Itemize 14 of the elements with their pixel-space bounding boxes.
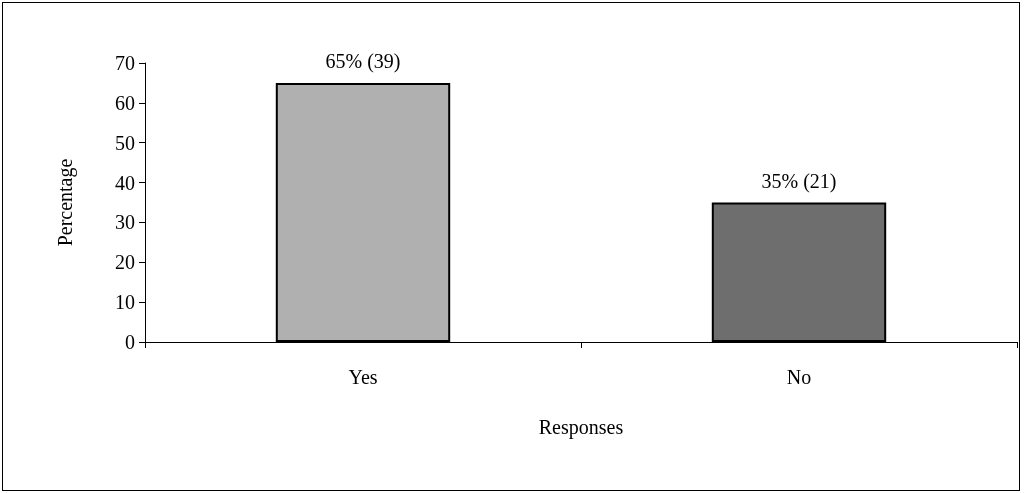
y-tick-label: 60 xyxy=(115,91,135,114)
x-axis-title: Responses xyxy=(538,416,624,439)
y-axis-title: Percentage xyxy=(54,158,77,247)
y-tick-label: 0 xyxy=(125,331,135,353)
y-tick-label: 10 xyxy=(115,291,135,314)
y-tick-label: 70 xyxy=(115,52,135,74)
x-tick-label: Yes xyxy=(348,366,378,388)
y-tick-label: 50 xyxy=(115,131,135,154)
y-tick-label: 30 xyxy=(115,211,135,234)
y-tick-label: 20 xyxy=(115,251,135,274)
data-label: 35% (21) xyxy=(761,169,837,193)
x-tick-label: No xyxy=(786,366,812,388)
data-label: 65% (39) xyxy=(325,49,401,73)
y-tick-label: 40 xyxy=(115,171,135,194)
